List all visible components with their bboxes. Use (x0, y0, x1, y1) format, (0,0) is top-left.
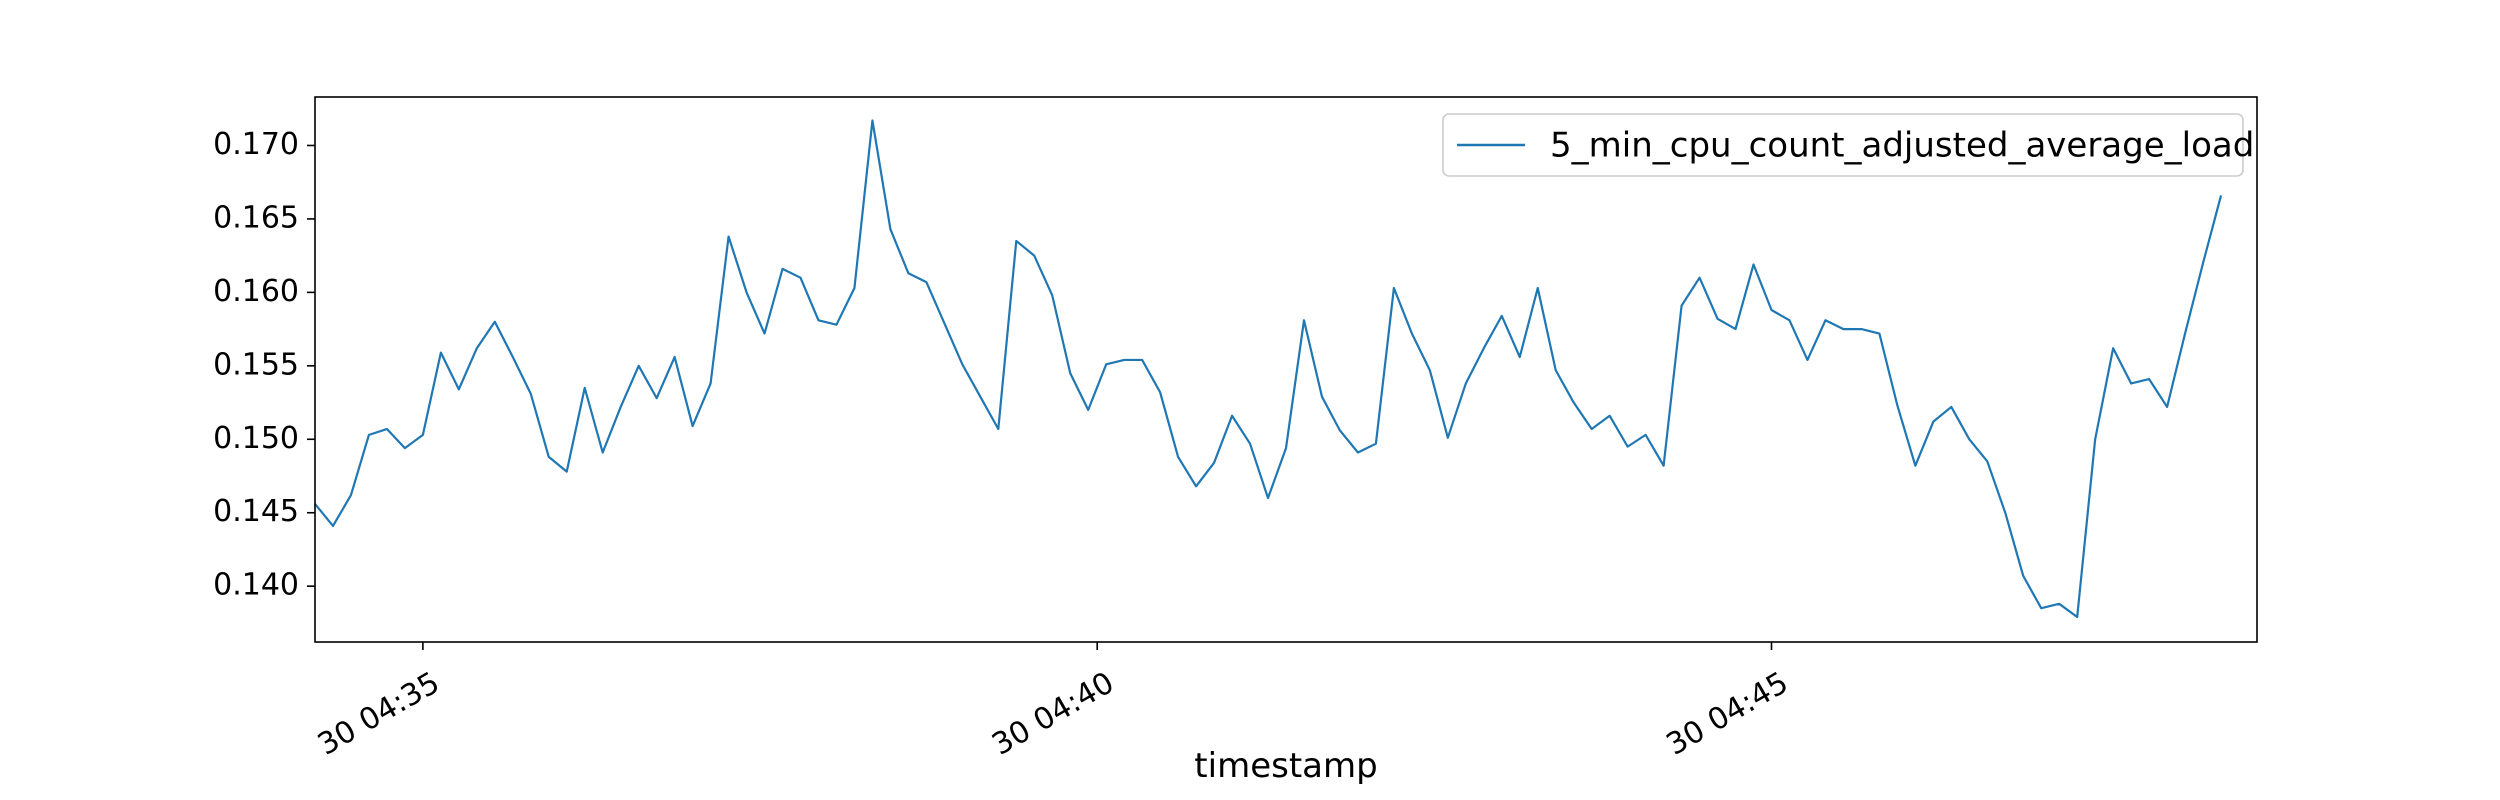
y-tick-label: 0.170 (213, 127, 299, 162)
plot-area-frame (314, 96, 2258, 643)
series-line (314, 119, 2223, 619)
legend-label: 5_min_cpu_count_adjusted_average_load (1550, 126, 2254, 166)
y-axis-ticks: 0.140 0.145 0.150 0.155 0.160 0.165 0.170 (213, 127, 315, 603)
y-tick-label: 0.145 (213, 494, 299, 529)
y-tick-label: 0.160 (213, 274, 299, 309)
x-tick-label: 30 04:35 (312, 665, 446, 762)
legend-box (1442, 113, 2244, 177)
legend: 5_min_cpu_count_adjusted_average_load (1442, 113, 2254, 177)
x-tick-label: 30 04:40 (986, 665, 1120, 762)
x-axis-title: timestamp (1194, 746, 1377, 786)
y-tick-label: 0.165 (213, 200, 299, 235)
y-tick-label: 0.140 (213, 568, 299, 603)
y-tick-label: 0.150 (213, 421, 299, 456)
x-tick-label: 30 04:45 (1661, 665, 1795, 762)
y-tick-label: 0.155 (213, 347, 299, 382)
x-axis-ticks: 30 04:35 30 04:40 30 04:45 (312, 642, 1794, 763)
